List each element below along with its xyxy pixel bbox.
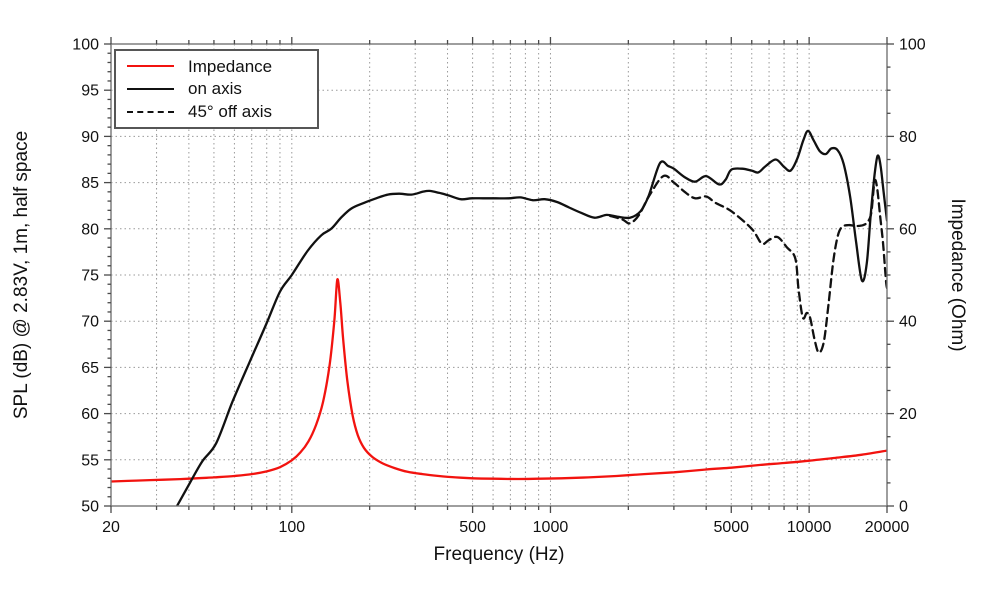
y-right-tick-label: 0: [899, 499, 908, 516]
y-left-tick-label: 60: [81, 406, 99, 423]
y-right-axis-title: Impedance (Ohm): [947, 198, 968, 351]
y-left-tick-label: 50: [81, 499, 99, 516]
y-left-tick-label: 85: [81, 175, 99, 192]
legend-item-on-axis: on axis: [127, 78, 317, 100]
off-axis-curve: [608, 174, 887, 354]
x-axis-title: Frequency (Hz): [434, 544, 565, 565]
y-right-tick-label: 60: [899, 221, 917, 238]
x-tick-label: 100: [278, 519, 305, 536]
legend-label: Impedance: [188, 56, 273, 76]
legend-label: 45° off axis: [188, 102, 272, 122]
impedance-curve: [111, 278, 887, 483]
y-left-tick-label: 80: [81, 221, 99, 238]
y-left-tick-label: 65: [81, 360, 99, 377]
curves-layer: [111, 129, 887, 506]
y-left-tick-label: 100: [72, 37, 99, 54]
x-tick-label: 1000: [533, 519, 569, 536]
x-tick-label: 500: [459, 519, 486, 536]
y-right-tick-label: 100: [899, 37, 926, 54]
y-left-tick-label: 95: [81, 83, 99, 100]
x-tick-label: 10000: [787, 519, 832, 536]
legend-item-off-axis: 45° off axis: [127, 101, 317, 123]
on-axis-line-sample: [127, 87, 174, 90]
x-tick-label: 20000: [865, 519, 910, 536]
legend-label: on axis: [188, 79, 242, 99]
impedance-line-sample: [127, 65, 174, 68]
x-tick-label: 5000: [713, 519, 749, 536]
y-left-tick-label: 75: [81, 268, 99, 285]
axis-tick-labels: 20 100 500 1000 5000 10000 2000050556065707580…: [72, 37, 926, 537]
y-left-tick-label: 55: [81, 452, 99, 469]
y-left-tick-label: 90: [81, 129, 99, 146]
x-tick-label: 20: [102, 519, 120, 536]
legend-item-impedance: Impedance: [127, 55, 317, 77]
y-right-tick-label: 40: [899, 314, 917, 331]
legend: Impedance on axis 45° off axis: [114, 49, 319, 129]
on-axis-curve: [175, 129, 887, 506]
axis-ticks: [104, 37, 894, 513]
y-left-tick-label: 70: [81, 314, 99, 331]
off-axis-line-sample: [127, 110, 174, 113]
y-right-tick-label: 20: [899, 406, 917, 423]
gridlines: [111, 44, 887, 506]
y-left-axis-title: SPL (dB) @ 2.83V, 1m, half space: [11, 131, 32, 419]
y-right-tick-label: 80: [899, 129, 917, 146]
